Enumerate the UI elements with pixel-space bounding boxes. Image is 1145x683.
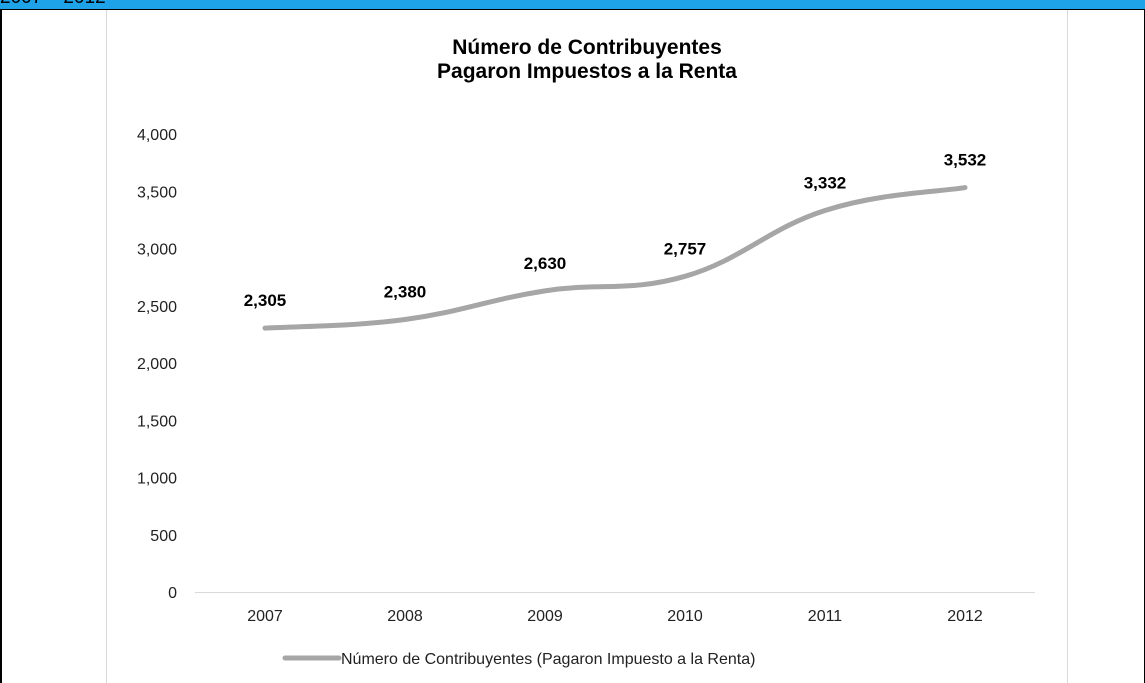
x-tick-label: 2012 (947, 608, 983, 625)
data-labels: 2,305 2,380 2,630 2,757 3,332 3,532 (244, 151, 987, 310)
x-tick-label: 2010 (667, 608, 703, 625)
data-label: 2,305 (244, 291, 287, 310)
x-tick-label: 2007 (247, 608, 283, 625)
data-label: 3,532 (944, 151, 987, 170)
chart-area: Número de Contribuyentes Pagaron Impuesto… (106, 10, 1068, 683)
series-line (262, 185, 968, 331)
x-tick-label: 2009 (527, 608, 563, 625)
y-tick-label: 3,000 (137, 242, 177, 259)
legend-label: Número de Contribuyentes (Pagaron Impues… (341, 651, 755, 668)
y-tick-label: 4,000 (137, 127, 177, 144)
frame-right-border (1143, 10, 1145, 683)
y-tick-label: 1,500 (137, 413, 177, 430)
data-label: 2,630 (524, 254, 567, 273)
chart-title-line-1: Número de Contribuyentes (452, 36, 722, 59)
y-tick-label: 3,500 (137, 184, 177, 201)
legend: Número de Contribuyentes (Pagaron Impues… (282, 651, 755, 668)
chart-title-line-2: Pagaron Impuestos a la Renta (437, 60, 737, 83)
x-tick-label: 2008 (387, 608, 423, 625)
series-group (262, 185, 968, 331)
header-text: 2007 – 2012 (0, 0, 106, 8)
data-label: 2,380 (384, 282, 427, 301)
y-tick-label: 2,500 (137, 299, 177, 316)
frame-left-border (0, 10, 2, 683)
y-axis: 0 500 1,000 1,500 2,000 2,500 3,000 3,500 4,000 (137, 127, 177, 602)
data-label: 3,332 (804, 173, 847, 192)
data-label: 2,757 (664, 239, 707, 258)
y-tick-label: 2,000 (137, 356, 177, 373)
x-axis: 2007 2008 2009 2010 2011 2012 (247, 608, 983, 625)
y-tick-label: 1,000 (137, 471, 177, 488)
y-tick-label: 500 (150, 528, 177, 545)
y-tick-label: 0 (168, 585, 177, 602)
header-bar: 2007 – 2012 (0, 0, 1145, 10)
x-tick-label: 2011 (808, 608, 843, 625)
